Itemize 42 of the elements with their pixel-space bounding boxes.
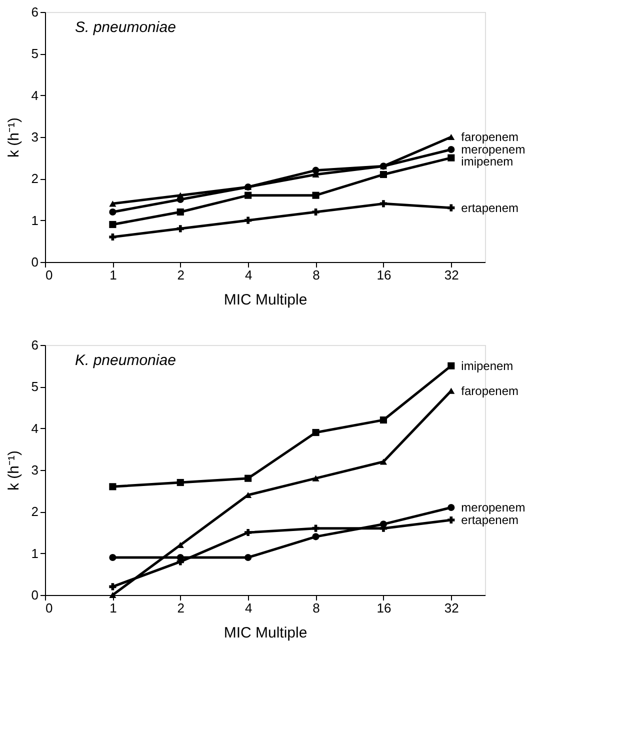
series-label: imipenem (461, 358, 514, 373)
series-label: faropenem (461, 130, 519, 144)
y-tick-label: 3 (31, 130, 38, 144)
chart-title: K. pneumoniae (75, 352, 176, 369)
y-tick-label: 6 (31, 4, 38, 20)
series-label: ertapenem (461, 200, 519, 215)
x-tick-label: 4 (244, 600, 252, 616)
y-tick-label: 1 (31, 212, 38, 228)
y-tick-label: 4 (31, 88, 38, 103)
x-tick-label: 0 (46, 268, 53, 282)
x-tick-label: 4 (244, 268, 252, 282)
x-tick-label: 8 (312, 268, 320, 282)
y-axis-title: k (h⁻¹) (5, 450, 22, 490)
x-tick-label: 32 (444, 600, 459, 616)
x-tick-label: 16 (376, 600, 392, 616)
series-label: meropenem (461, 142, 526, 156)
x-tick-label: 32 (444, 268, 459, 282)
y-tick-label: 4 (31, 420, 38, 436)
y-tick-label: 2 (31, 171, 38, 186)
x-axis-title: MIC Multiple (224, 624, 308, 642)
y-tick-label: 6 (31, 338, 38, 352)
chart-title: S. pneumoniae (75, 19, 176, 36)
series-label: ertapenem (461, 513, 519, 527)
y-tick-label: 1 (31, 546, 38, 561)
series-label: imipenem (461, 154, 514, 168)
y-tick-label: 5 (31, 379, 38, 394)
y-tick-label: 0 (31, 588, 38, 602)
x-tick-label: 0 (46, 600, 53, 616)
x-tick-label: 1 (110, 600, 117, 616)
series-label: meropenem (461, 500, 526, 514)
y-tick-label: 2 (31, 504, 38, 520)
y-tick-label: 0 (31, 254, 38, 270)
y-tick-label: 5 (31, 46, 38, 62)
x-tick-label: 2 (177, 600, 184, 616)
x-tick-label: 16 (376, 268, 392, 282)
x-axis-title: MIC Multiple (224, 292, 308, 308)
series-label: faropenem (461, 384, 519, 398)
x-tick-label: 2 (177, 268, 184, 282)
x-tick-label: 8 (312, 600, 320, 616)
y-axis-title: k (h⁻¹) (5, 118, 22, 158)
y-tick-label: 3 (31, 462, 38, 478)
x-tick-label: 1 (110, 268, 117, 282)
